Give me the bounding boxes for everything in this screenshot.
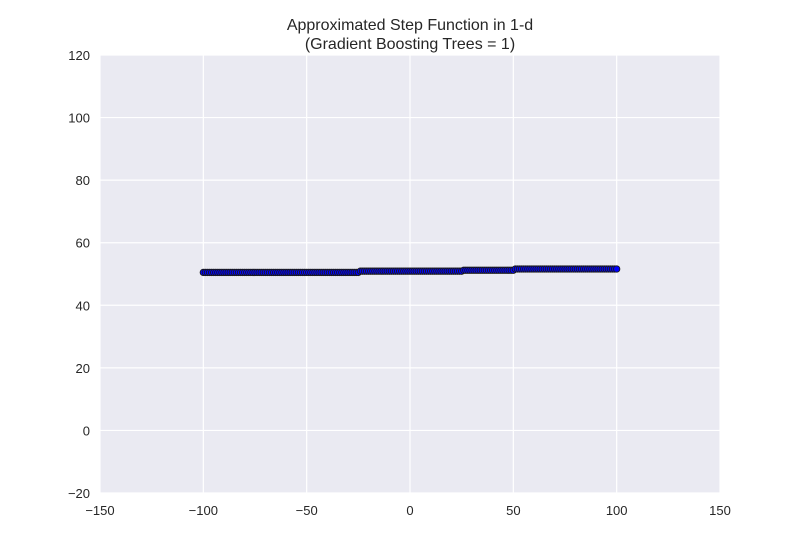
y-tick-label: 60 (76, 236, 90, 251)
y-tick-label: −20 (68, 486, 90, 501)
chart-title-line-2: (Gradient Boosting Trees = 1) (305, 36, 515, 53)
x-tick-label: 0 (406, 503, 413, 518)
x-tick-label: −100 (189, 503, 218, 518)
x-tick-label: 50 (506, 503, 520, 518)
grid (99, 54, 721, 494)
y-tick-label: 120 (68, 48, 90, 63)
tick-labels: −150 −100 −50 0 50 100 150 −20 0 20 40 60 80 100 120 (68, 48, 731, 518)
data-point (613, 265, 621, 273)
data-points (199, 265, 621, 277)
x-tick-label: −50 (296, 503, 318, 518)
y-tick-label: 20 (76, 361, 90, 376)
y-tick-label: 100 (68, 111, 90, 126)
x-tick-label: 150 (709, 503, 731, 518)
y-tick-label: 80 (76, 173, 90, 188)
chart-title-line-1: Approximated Step Function in 1-d (287, 17, 533, 34)
x-tick-label: 100 (606, 503, 628, 518)
y-tick-label: 40 (76, 298, 90, 313)
y-tick-label: 0 (83, 423, 90, 438)
x-tick-label: −150 (85, 503, 114, 518)
